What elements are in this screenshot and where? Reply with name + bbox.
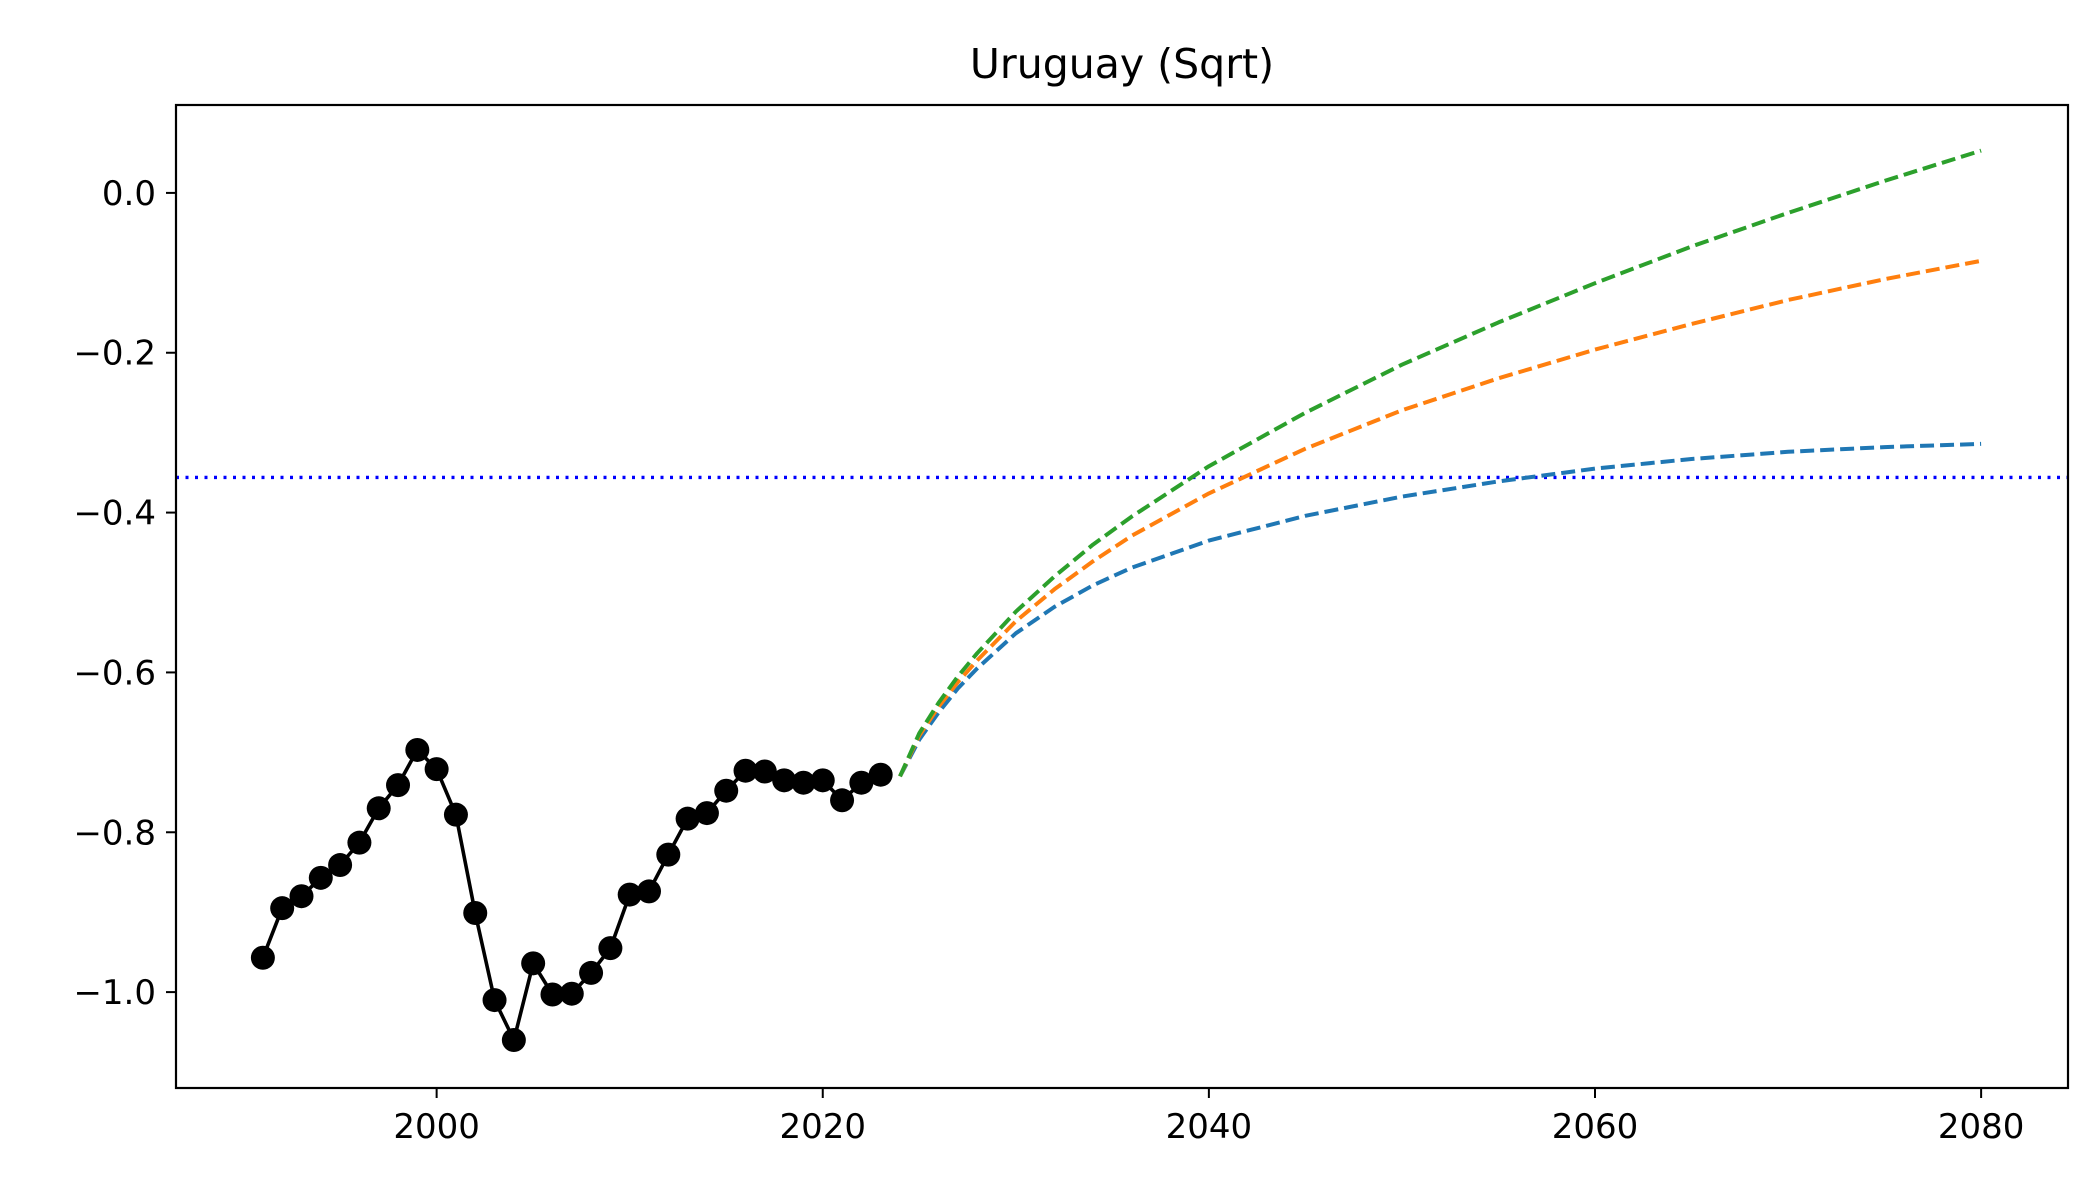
- historical-point: [694, 801, 719, 826]
- x-tick-label: 2040: [1166, 1107, 1253, 1147]
- historical-point: [791, 770, 816, 795]
- historical-point: [637, 879, 661, 904]
- y-tick-label: −0.6: [73, 653, 156, 693]
- historical-point: [424, 757, 449, 782]
- historical-point: [714, 778, 739, 803]
- projection-line-3: [898, 148, 1982, 778]
- x-tick-label: 2080: [1938, 1107, 2025, 1147]
- y-tick-label: −1.0: [73, 973, 156, 1013]
- historical-point: [443, 802, 468, 827]
- x-axis: 2000 2020 2040 2060 2080: [393, 1088, 2024, 1147]
- x-tick-label: 2020: [779, 1107, 866, 1147]
- historical-point: [521, 951, 546, 976]
- historical-point: [849, 770, 874, 795]
- historical-point: [308, 865, 333, 890]
- historical-point: [772, 768, 797, 793]
- y-tick-label: −0.8: [73, 813, 156, 853]
- historical-point: [868, 762, 893, 787]
- historical-point: [675, 806, 700, 831]
- historical-point: [328, 853, 353, 878]
- x-tick-label: 2060: [1552, 1107, 1639, 1147]
- projection-line-2: [898, 258, 1982, 778]
- historical-point: [540, 982, 565, 1007]
- historical-point: [830, 788, 855, 813]
- historical-point: [579, 960, 604, 985]
- historical-point: [752, 759, 777, 784]
- projection-line-1: [898, 441, 1982, 778]
- historical-point: [386, 773, 411, 798]
- historical-point: [501, 1028, 526, 1053]
- y-tick-label: −0.2: [73, 334, 156, 374]
- historical-point: [366, 796, 391, 821]
- plot-area: [176, 148, 2068, 1053]
- historical-point: [810, 768, 835, 793]
- x-tick-label: 2000: [393, 1107, 480, 1147]
- historical-point: [463, 900, 488, 925]
- y-axis: 0.0 −0.2 −0.4 −0.6 −0.8 −1.0: [73, 174, 176, 1013]
- historical-point: [559, 981, 584, 1006]
- chart-title: Uruguay (Sqrt): [970, 40, 1274, 88]
- y-tick-label: 0.0: [102, 174, 156, 214]
- historical-point: [289, 884, 314, 909]
- historical-point: [347, 830, 372, 855]
- historical-point: [617, 882, 642, 907]
- historical-point: [482, 988, 507, 1013]
- historical-point: [656, 842, 681, 867]
- y-tick-label: −0.4: [73, 494, 156, 534]
- historical-point: [270, 896, 295, 921]
- historical-point: [733, 758, 758, 783]
- plot-frame: [174, 103, 2070, 1090]
- historical-point: [405, 737, 430, 762]
- historical-point: [598, 936, 623, 961]
- historical-point: [250, 945, 275, 970]
